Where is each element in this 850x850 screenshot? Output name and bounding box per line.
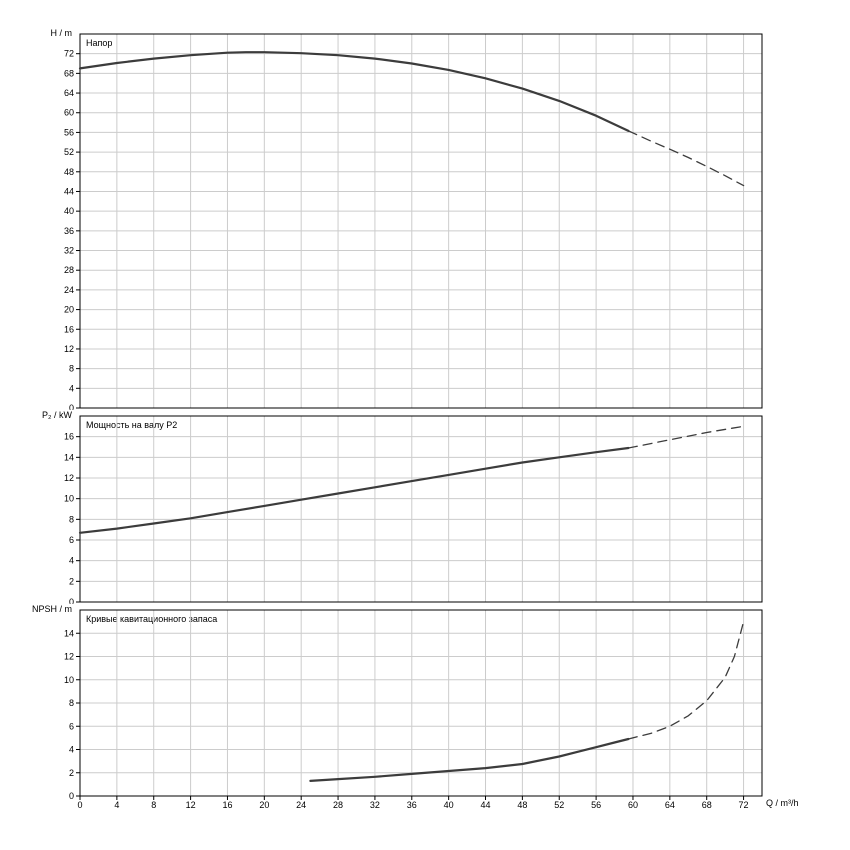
plot-border: [79, 33, 763, 409]
head-curve-solid: [78, 51, 630, 132]
npsh-curve-dashed: [627, 620, 745, 740]
y-tick-label: 44: [64, 186, 74, 196]
y-tick-label: 8: [69, 364, 74, 374]
x-tick-label: 48: [517, 800, 527, 810]
x-tick-label: 20: [259, 800, 269, 810]
y-tick-label: 24: [64, 285, 74, 295]
y-tick-label: 48: [64, 167, 74, 177]
x-tick-label: 12: [186, 800, 196, 810]
x-axis-tick-labels: 0 4 8 12 16 20 24 28 32 36 40 44 48 52 56 60 64 68 72: [77, 800, 749, 810]
y-tick-label: 10: [64, 494, 74, 504]
y-tick-label: 68: [64, 68, 74, 78]
power-curve-solid: [78, 446, 630, 534]
power-y-axis-unit-label: P₂ / kW: [42, 410, 72, 420]
power-chart-plot: 0 2 4 6 8 10 12 14 16: [64, 415, 763, 604]
x-tick-label: 52: [554, 800, 564, 810]
npsh-curve-solid: [309, 737, 630, 782]
x-tick-label: 24: [296, 800, 306, 810]
power-curve-dashed: [627, 425, 745, 449]
y-tick-label: 10: [64, 675, 74, 685]
y-tick-label: 40: [64, 206, 74, 216]
head-chart-title: Напор: [86, 38, 113, 48]
x-tick-label: 44: [481, 800, 491, 810]
y-tick-label: 4: [69, 383, 74, 393]
y-tick-label: 4: [69, 556, 74, 566]
y-tick-label: 36: [64, 226, 74, 236]
y-tick-label: 6: [69, 721, 74, 731]
x-tick-label: 36: [407, 800, 417, 810]
y-tick-label: 8: [69, 698, 74, 708]
y-tick-label: 8: [69, 514, 74, 524]
x-tick-label: 68: [702, 800, 712, 810]
y-tick-label: 12: [64, 652, 74, 662]
x-tick-label: 72: [739, 800, 749, 810]
x-tick-label: 16: [222, 800, 232, 810]
y-tick-label: 4: [69, 745, 74, 755]
x-tick-label: 0: [77, 800, 82, 810]
y-tick-label: 72: [64, 49, 74, 59]
y-tick-label: 2: [69, 768, 74, 778]
x-tick-label: 56: [591, 800, 601, 810]
npsh-chart-plot: 0 2 4 6 8 10 12 14: [64, 609, 763, 801]
npsh-chart-title: Кривые кавитационного запаса: [86, 614, 218, 624]
y-tick-label: 20: [64, 305, 74, 315]
x-tick-label: 8: [151, 800, 156, 810]
head-curve-dashed: [627, 130, 745, 187]
y-tick-label: 32: [64, 246, 74, 256]
x-tick-label: 64: [665, 800, 675, 810]
y-tick-label: 12: [64, 344, 74, 354]
x-tick-label: 60: [628, 800, 638, 810]
plot-border: [79, 609, 763, 797]
y-tick-label: 14: [64, 628, 74, 638]
x-axis-unit-label: Q / m³/h: [766, 798, 799, 808]
x-tick-label: 32: [370, 800, 380, 810]
y-tick-label: 12: [64, 473, 74, 483]
y-tick-label: 60: [64, 108, 74, 118]
y-tick-label: 14: [64, 452, 74, 462]
y-tick-label: 52: [64, 147, 74, 157]
y-tick-label: 6: [69, 535, 74, 545]
y-tick-label: 0: [69, 791, 74, 801]
head-y-axis-unit-label: H / m: [50, 28, 73, 38]
x-tick-label: 4: [114, 800, 119, 810]
y-tick-label: 0: [69, 597, 74, 604]
y-tick-label: 64: [64, 88, 74, 98]
plot-border: [79, 415, 763, 603]
y-tick-label: 16: [64, 432, 74, 442]
npsh-y-axis-unit-label: NPSH / m: [31, 604, 72, 614]
x-tick-label: 28: [333, 800, 343, 810]
y-tick-label: 0: [69, 403, 74, 410]
y-tick-label: 56: [64, 127, 74, 137]
y-tick-label: 28: [64, 265, 74, 275]
power-chart-title: Мощность на валу P2: [86, 420, 178, 430]
x-tick-label: 40: [444, 800, 454, 810]
y-tick-label: 16: [64, 324, 74, 334]
y-tick-label: 2: [69, 576, 74, 586]
